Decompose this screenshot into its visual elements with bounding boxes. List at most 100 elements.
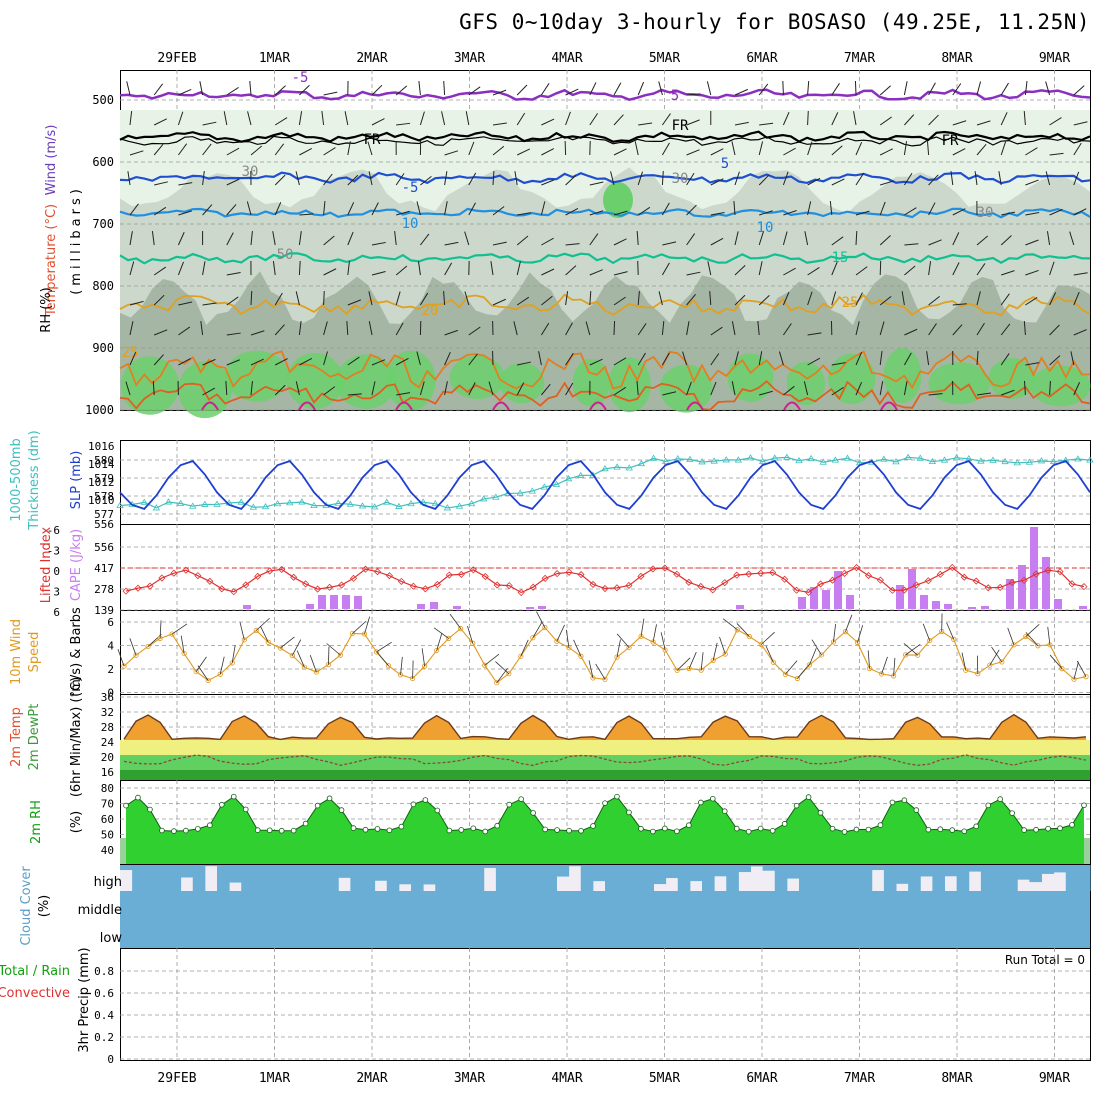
wind-barb-10m: [722, 618, 738, 631]
chart-title: GFS 0~10day 3-hourly for BOSASO (49.25E,…: [459, 10, 1090, 34]
wind-barb: [1069, 231, 1075, 246]
precip-run-total: Run Total = 0: [1005, 953, 1085, 967]
wind-barb-10m: [376, 641, 392, 653]
wind-barb: [1070, 351, 1075, 366]
isotherm-minus5: [119, 88, 1091, 102]
wind-barb: [1025, 179, 1039, 186]
wind-barb: [661, 262, 670, 276]
rh-point: [183, 827, 189, 834]
wind-barb: [153, 354, 164, 366]
wind-speed-point: [794, 675, 801, 682]
thickness-point: [771, 454, 779, 461]
wind-speed-point: [927, 637, 933, 644]
lifted-index-point: [912, 581, 920, 589]
wind-barb: [396, 392, 411, 396]
rh-point: [362, 826, 369, 833]
wind-speed-point: [554, 638, 560, 644]
wind-barb: [589, 113, 599, 126]
wind-speed-point: [842, 629, 849, 635]
wind-barb: [492, 145, 505, 156]
wind-barb: [1049, 152, 1064, 156]
wind-barb: [1049, 292, 1057, 306]
date-label-top: 1MAR: [259, 51, 290, 66]
wind-speed-point: [446, 635, 452, 641]
isotherm-label: FR: [942, 133, 959, 149]
upper-wind-label: Wind (m/s): [44, 125, 59, 196]
lifted-index-point: [757, 569, 765, 577]
wind-barb: [928, 114, 939, 126]
thickness-point: [189, 502, 197, 509]
lifted-index-point: [218, 585, 226, 593]
wind-barb: [734, 88, 749, 96]
wind-barb-10m: [811, 639, 822, 656]
thickness-point: [467, 499, 476, 507]
cape-bar: [318, 595, 326, 609]
isotherm-15: [119, 252, 1091, 265]
wind-barb: [1023, 321, 1026, 336]
wind-barb: [129, 150, 144, 156]
cloud-high-bar: [641, 865, 654, 891]
wind-barb: [855, 321, 860, 336]
isotherm-30: [119, 380, 1091, 411]
cloud-high-bar: [326, 865, 339, 891]
wind-barb: [1046, 231, 1051, 246]
thickness-point: [480, 495, 488, 502]
lifted-index-point: [481, 572, 489, 581]
wind-barb: [492, 170, 495, 186]
wind-barb: [246, 201, 252, 216]
wind-barb: [464, 231, 470, 246]
wind-barb: [247, 111, 252, 126]
cloud-high-bar: [811, 865, 824, 891]
wind-barb: [443, 290, 446, 306]
cloud-high-bar: [835, 865, 848, 891]
wind-barb: [758, 351, 763, 366]
thickness-tick-label: 578: [94, 490, 114, 503]
wind-barb: [928, 82, 936, 96]
precip-tick-label: 0.2: [94, 1031, 114, 1044]
cloud-high-bar: [423, 865, 436, 885]
wind-barb: [249, 81, 252, 96]
thickness-point: [201, 500, 209, 507]
wind-barb-10m: [326, 643, 341, 656]
wind-speed-point: [951, 636, 957, 642]
isotherm-35: [783, 401, 801, 411]
isotherm-35: [589, 401, 607, 411]
wind-speed-point: [854, 639, 861, 646]
isotherm-25: [119, 350, 1091, 390]
wind-barb: [538, 351, 542, 366]
slp-line: [119, 460, 1091, 510]
wind-speed-point: [626, 644, 632, 651]
cloud-high-bar: [398, 865, 412, 885]
wind-barb: [565, 322, 573, 336]
rh-point: [674, 828, 680, 835]
wind-barb: [492, 206, 505, 216]
temp-tick-label: 20: [101, 751, 114, 764]
lifted-index-point: [1056, 568, 1064, 576]
rh-point: [542, 826, 548, 833]
wind-barb: [202, 261, 206, 276]
rh-point: [482, 828, 489, 835]
thickness-point: [989, 456, 997, 463]
lifted-index-point: [469, 566, 477, 574]
wind-barb: [178, 301, 193, 306]
lifted-index-point: [948, 563, 956, 572]
lifted-index-point: [326, 583, 334, 591]
isotherm-label: 10: [757, 220, 774, 236]
wind-barb: [758, 174, 770, 186]
lifted-index-tick: -6: [47, 524, 60, 537]
wind-barb: [154, 181, 168, 186]
wind-barb: [613, 82, 622, 96]
lifted-index-point: [134, 584, 142, 592]
wind-barb: [829, 201, 833, 216]
wind-speed-point: [1023, 633, 1029, 640]
cape-bar: [453, 606, 461, 609]
panel-labels: Wind (m/s) Temperature (°C) RH (%) (mill…: [0, 125, 1085, 1053]
lifted-index-point: [206, 577, 214, 585]
wind-barb: [226, 87, 239, 96]
cape-bar: [896, 585, 904, 609]
cape-bar: [538, 606, 546, 609]
wind-barb: [1049, 261, 1055, 276]
wind-barb: [541, 148, 555, 156]
lifted-index-point: [445, 571, 453, 579]
wind-barb: [1000, 293, 1010, 306]
